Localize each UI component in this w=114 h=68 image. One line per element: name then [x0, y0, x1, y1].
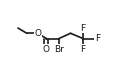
- Text: F: F: [80, 24, 85, 33]
- Text: F: F: [94, 34, 99, 43]
- Text: O: O: [34, 29, 41, 38]
- Text: Br: Br: [54, 44, 63, 54]
- Text: O: O: [43, 44, 49, 54]
- Text: F: F: [80, 44, 85, 54]
